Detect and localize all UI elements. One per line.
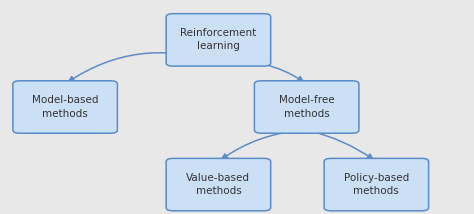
Text: Model-free
methods: Model-free methods [279,95,335,119]
FancyBboxPatch shape [166,14,271,66]
FancyBboxPatch shape [166,158,271,211]
FancyBboxPatch shape [255,81,359,133]
Text: Model-based
methods: Model-based methods [32,95,99,119]
FancyBboxPatch shape [13,81,118,133]
Text: Value-based
methods: Value-based methods [186,173,250,196]
FancyBboxPatch shape [324,158,428,211]
Text: Reinforcement
learning: Reinforcement learning [180,28,256,52]
Text: Policy-based
methods: Policy-based methods [344,173,409,196]
